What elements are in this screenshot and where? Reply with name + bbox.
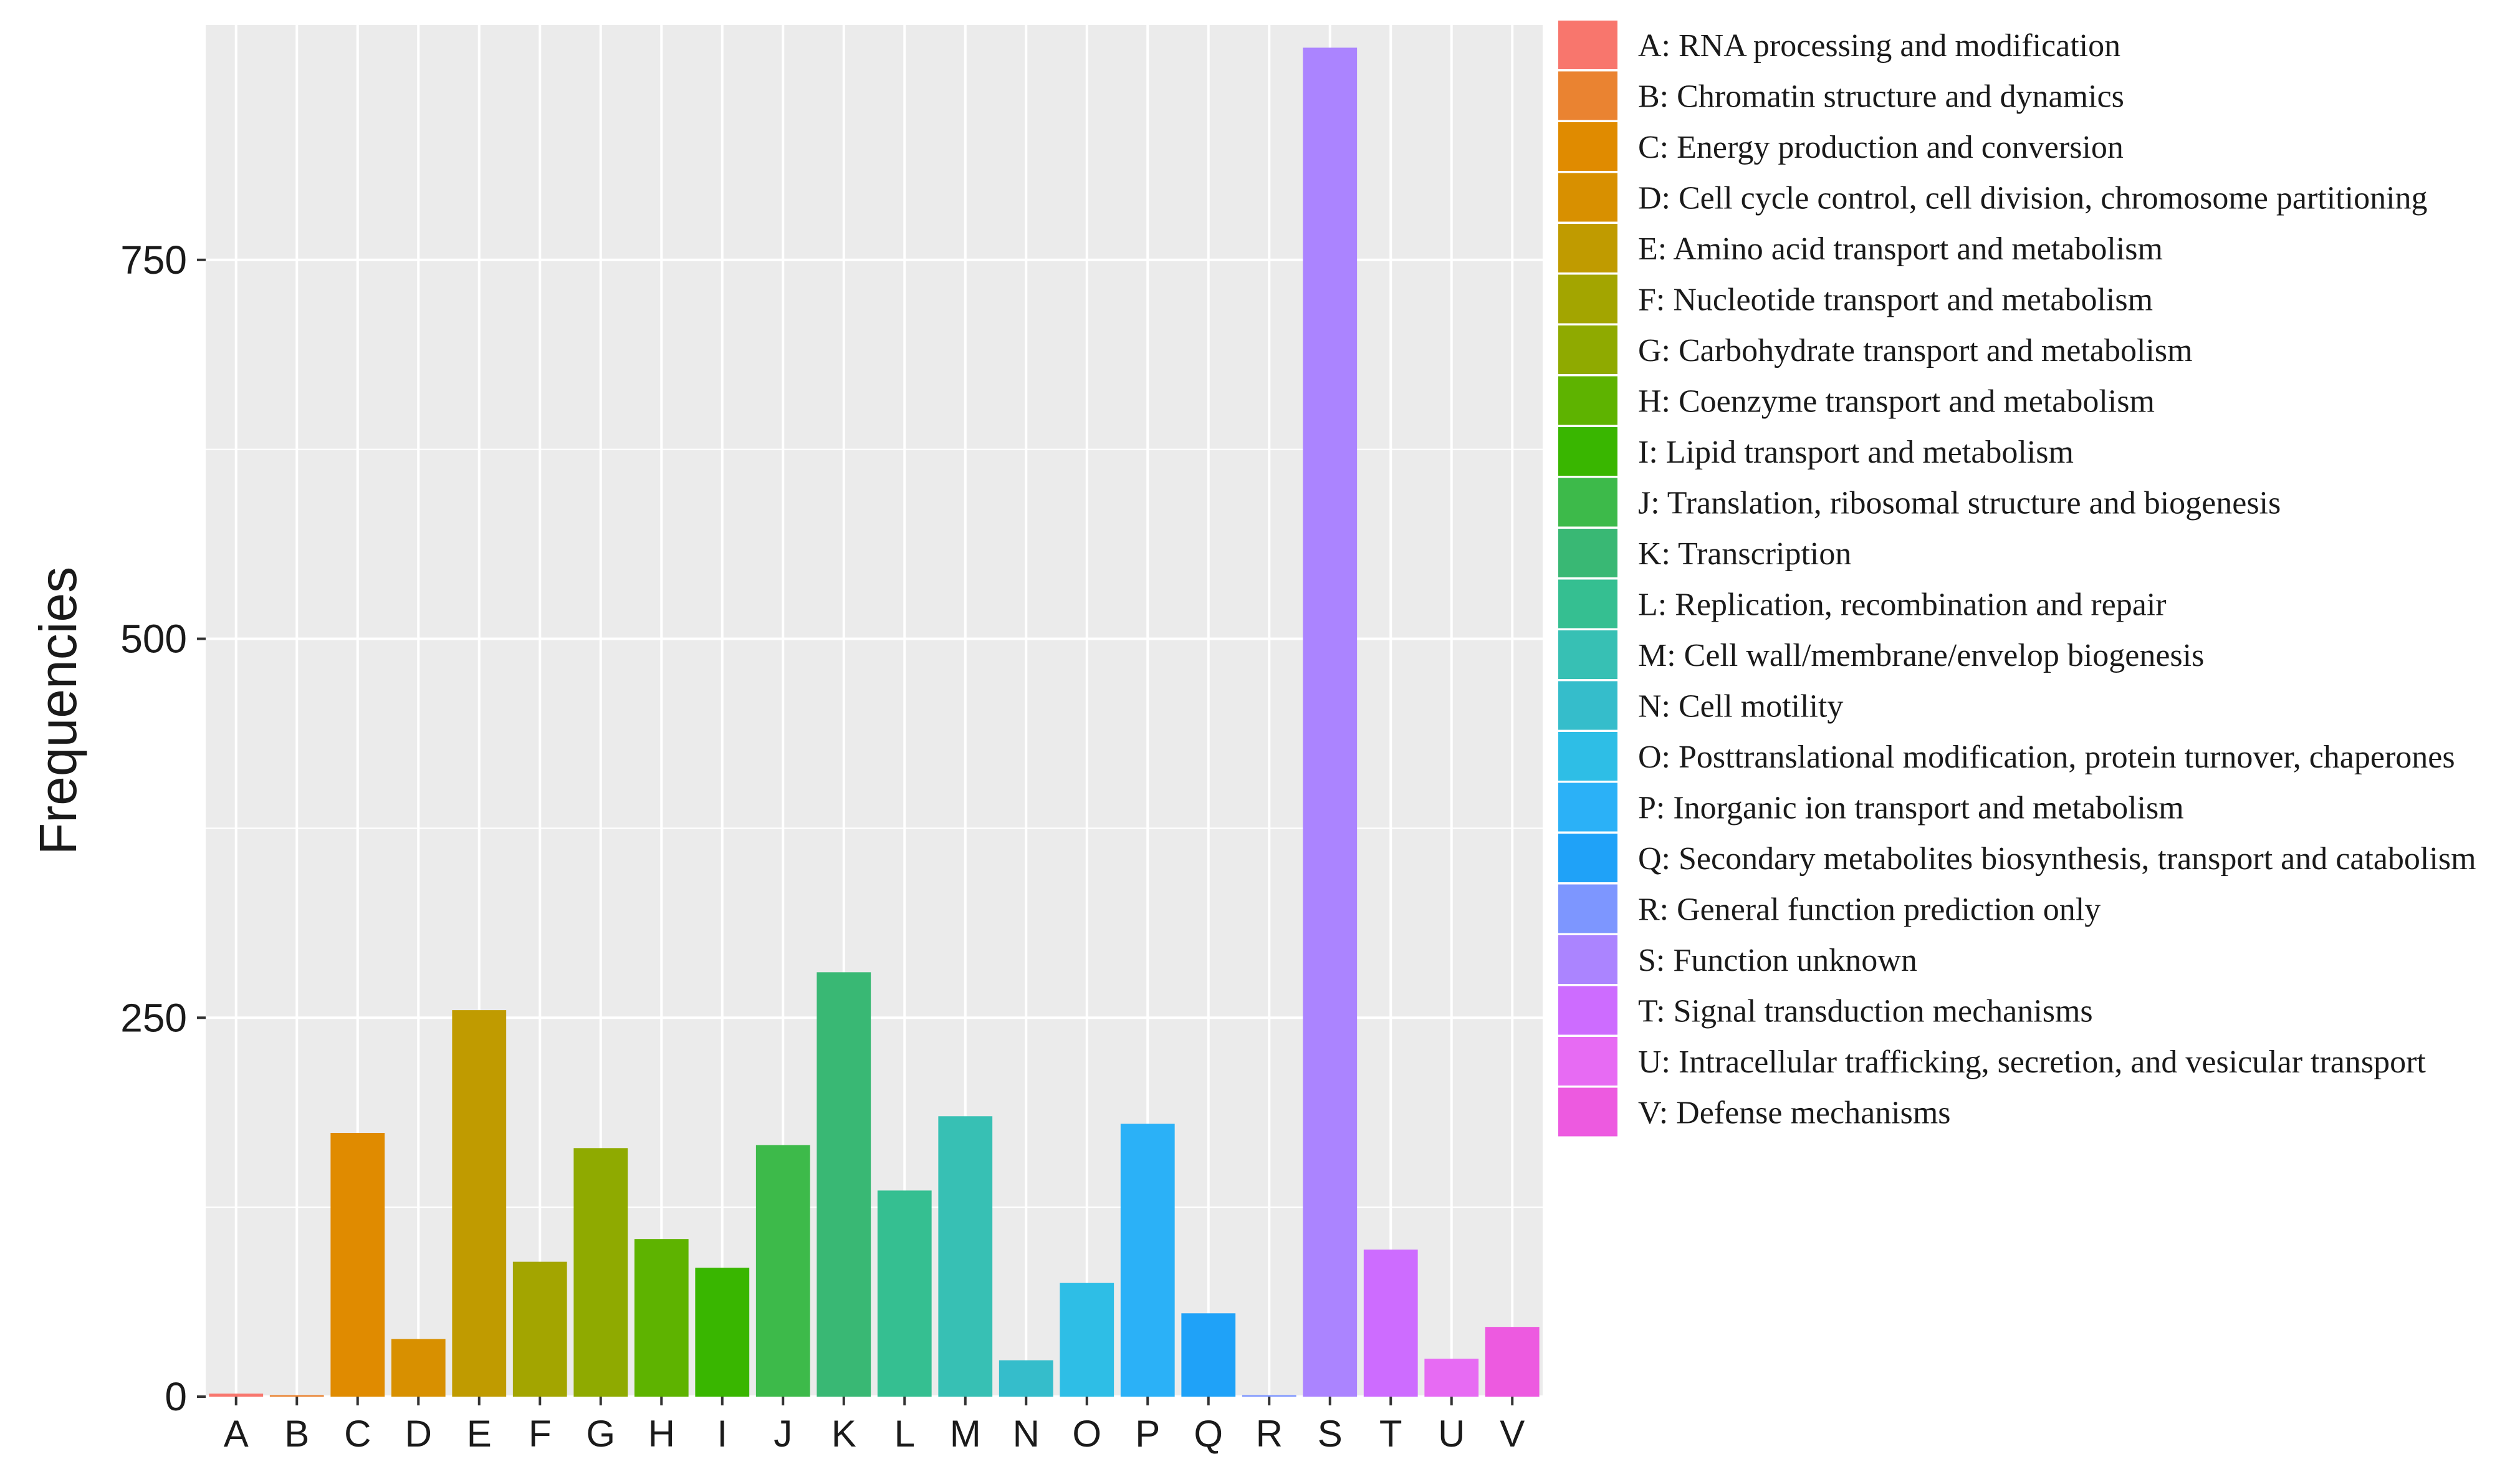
- x-tick-label: H: [648, 1413, 675, 1455]
- legend-label-P: P: Inorganic ion transport and metabolis…: [1638, 791, 2184, 826]
- x-tick-label: I: [717, 1413, 727, 1455]
- legend-key-O: [1558, 732, 1617, 781]
- legend-label-H: H: Coenzyme transport and metabolism: [1638, 384, 2155, 420]
- bar-O: [1060, 1283, 1114, 1397]
- legend-label-U: U: Intracellular trafficking, secretion,…: [1638, 1044, 2426, 1080]
- legend-key-P: [1558, 782, 1617, 832]
- bar-K: [817, 972, 871, 1397]
- x-tick-label: G: [586, 1413, 615, 1455]
- legend-label-A: A: RNA processing and modification: [1638, 28, 2120, 64]
- legend-key-T: [1558, 986, 1617, 1035]
- bar-N: [999, 1360, 1053, 1397]
- x-tick-label: O: [1072, 1413, 1101, 1455]
- x-tick-label: Q: [1194, 1413, 1223, 1455]
- bar-E: [452, 1010, 507, 1397]
- x-tick-label: B: [284, 1413, 309, 1455]
- legend-label-R: R: General function prediction only: [1638, 892, 2101, 928]
- legend-label-B: B: Chromatin structure and dynamics: [1638, 79, 2124, 115]
- x-tick-label: D: [405, 1413, 432, 1455]
- legend-key-E: [1558, 224, 1617, 272]
- legend-label-J: J: Translation, ribosomal structure and …: [1638, 486, 2281, 521]
- legend-key-R: [1558, 884, 1617, 933]
- bar-H: [634, 1239, 689, 1397]
- bar-layer: [209, 47, 1540, 1397]
- legend-key-Q: [1558, 834, 1617, 882]
- legend-key-H: [1558, 376, 1617, 425]
- x-tick-label: U: [1438, 1413, 1465, 1455]
- legend-label-V: V: Defense mechanisms: [1638, 1095, 1951, 1131]
- x-tick-label: P: [1135, 1413, 1160, 1455]
- legend-layer: A: RNA processing and modification B: Chr…: [1558, 21, 2476, 1137]
- bar-F: [512, 1261, 567, 1397]
- bar-S: [1303, 47, 1358, 1397]
- legend-key-B: [1558, 71, 1617, 120]
- legend-label-C: C: Energy production and conversion: [1638, 130, 2124, 165]
- legend-label-F: F: Nucleotide transport and metabolism: [1638, 282, 2153, 318]
- legend-key-U: [1558, 1037, 1617, 1086]
- bar-G: [573, 1148, 628, 1397]
- legend-key-G: [1558, 325, 1617, 374]
- legend-key-M: [1558, 630, 1617, 679]
- x-tick-label: A: [224, 1413, 249, 1455]
- bar-U: [1424, 1359, 1479, 1397]
- bar-M: [938, 1116, 993, 1397]
- x-tick-label: V: [1500, 1413, 1525, 1455]
- legend-label-D: D: Cell cycle control, cell division, ch…: [1638, 181, 2428, 216]
- legend-label-T: T: Signal transduction mechanisms: [1638, 994, 2093, 1029]
- bar-L: [877, 1190, 932, 1397]
- bar-I: [695, 1268, 750, 1397]
- bar-C: [330, 1133, 385, 1397]
- legend-key-L: [1558, 579, 1617, 628]
- axis-layer: 0 250 500 750 A B C D E F G H I J K L M N O P Q R S T U V: [120, 238, 1525, 1455]
- legend-label-G: G: Carbohydrate transport and metabolism: [1638, 333, 2193, 368]
- legend-key-F: [1558, 274, 1617, 324]
- bar-R: [1242, 1395, 1296, 1397]
- bar-D: [391, 1339, 446, 1397]
- y-axis-title: Frequencies: [29, 567, 87, 855]
- legend-label-N: N: Cell motility: [1638, 689, 1843, 725]
- y-tick-label: 500: [120, 617, 187, 662]
- x-tick-label: E: [467, 1413, 492, 1455]
- legend-label-O: O: Posttranslational modification, prote…: [1638, 739, 2455, 775]
- x-tick-label: N: [1013, 1413, 1040, 1455]
- x-tick-label: K: [831, 1413, 856, 1455]
- x-tick-label: R: [1256, 1413, 1283, 1455]
- bar-V: [1485, 1327, 1540, 1397]
- x-tick-label: S: [1318, 1413, 1343, 1455]
- legend-label-Q: Q: Secondary metabolites biosynthesis, t…: [1638, 841, 2476, 877]
- x-tick-label: L: [894, 1413, 915, 1455]
- legend-key-V: [1558, 1087, 1617, 1137]
- x-tick-label: J: [774, 1413, 792, 1455]
- x-tick-label: M: [950, 1413, 981, 1455]
- y-tick-label: 750: [120, 238, 187, 282]
- bar-P: [1120, 1124, 1175, 1397]
- bar-B: [269, 1395, 324, 1397]
- bar-J: [755, 1145, 810, 1397]
- y-tick-label: 250: [120, 995, 187, 1040]
- legend-label-S: S: Function unknown: [1638, 943, 1917, 978]
- legend-key-J: [1558, 478, 1617, 527]
- x-tick-label: F: [529, 1413, 552, 1455]
- legend-label-I: I: Lipid transport and metabolism: [1638, 435, 2074, 470]
- x-tick-label: T: [1379, 1413, 1402, 1455]
- x-tick-label: C: [344, 1413, 371, 1455]
- legend-key-S: [1558, 935, 1617, 984]
- legend-key-C: [1558, 122, 1617, 171]
- legend-key-K: [1558, 529, 1617, 577]
- legend-label-K: K: Transcription: [1638, 536, 1851, 572]
- legend-label-M: M: Cell wall/membrane/envelop biogenesis: [1638, 638, 2204, 673]
- bar-Q: [1181, 1313, 1236, 1397]
- legend-key-N: [1558, 681, 1617, 730]
- bar-A: [209, 1394, 264, 1397]
- legend-label-E: E: Amino acid transport and metabolism: [1638, 231, 2163, 267]
- y-tick-label: 0: [165, 1374, 187, 1419]
- legend-key-A: [1558, 21, 1617, 69]
- legend-key-I: [1558, 427, 1617, 476]
- legend-key-D: [1558, 173, 1617, 222]
- legend-label-L: L: Replication, recombination and repair: [1638, 587, 2167, 623]
- bar-T: [1363, 1250, 1418, 1397]
